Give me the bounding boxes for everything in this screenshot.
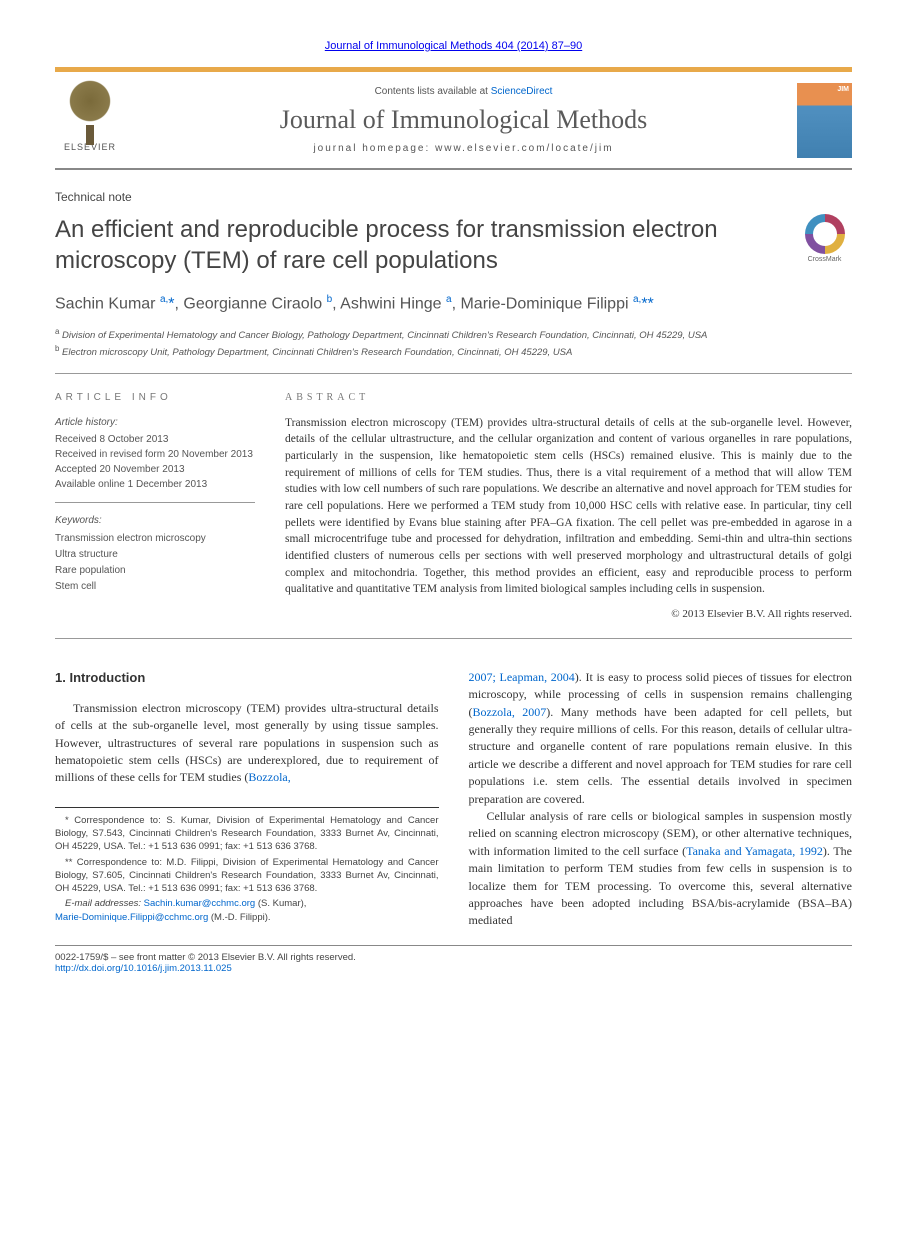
crossmark-label: CrossMark bbox=[797, 256, 852, 263]
title-row: An efficient and reproducible process fo… bbox=[55, 214, 852, 276]
intro-para-2: Cellular analysis of rare cells or biolo… bbox=[469, 808, 853, 930]
email-who-1: (S. Kumar), bbox=[255, 898, 306, 909]
journal-reference-link[interactable]: Journal of Immunological Methods 404 (20… bbox=[55, 40, 852, 52]
column-left: 1. Introduction Transmission electron mi… bbox=[55, 669, 439, 930]
citation-link[interactable]: Bozzola, bbox=[248, 770, 290, 784]
keyword: Ultra structure bbox=[55, 547, 255, 563]
doi-link[interactable]: http://dx.doi.org/10.1016/j.jim.2013.11.… bbox=[55, 963, 232, 974]
history-line: Accepted 20 November 2013 bbox=[55, 462, 255, 477]
contents-prefix: Contents lists available at bbox=[375, 86, 491, 97]
keywords-label: Keywords: bbox=[55, 513, 255, 529]
citation-link[interactable]: 2007; Leapman, 2004 bbox=[469, 670, 575, 684]
body-columns: 1. Introduction Transmission electron mi… bbox=[55, 669, 852, 930]
sciencedirect-link[interactable]: ScienceDirect bbox=[491, 86, 553, 97]
homepage-prefix: journal homepage: bbox=[313, 143, 435, 154]
page-container: Journal of Immunological Methods 404 (20… bbox=[0, 0, 907, 1014]
intro-para-1-cont: 2007; Leapman, 2004). It is easy to proc… bbox=[469, 669, 853, 808]
abstract-text: Transmission electron microscopy (TEM) p… bbox=[285, 415, 852, 598]
authors-list: Sachin Kumar a,*, Georgianne Ciraolo b, … bbox=[55, 294, 852, 313]
history-line: Received in revised form 20 November 201… bbox=[55, 447, 255, 462]
affiliations-block: a Division of Experimental Hematology an… bbox=[55, 326, 852, 374]
keywords-block: Keywords: Transmission electron microsco… bbox=[55, 513, 255, 595]
email-label: E-mail addresses: bbox=[65, 898, 141, 909]
email-line-2: Marie-Dominique.Filippi@cchmc.org (M.-D.… bbox=[55, 911, 439, 924]
affiliation-b: b Electron microscopy Unit, Pathology De… bbox=[55, 343, 852, 360]
elsevier-tree-icon bbox=[60, 80, 120, 140]
history-line: Available online 1 December 2013 bbox=[55, 477, 255, 492]
abstract-block: ABSTRACT Transmission electron microscop… bbox=[285, 392, 852, 620]
correspondence-1: * Correspondence to: S. Kumar, Division … bbox=[55, 814, 439, 854]
crossmark-badge[interactable]: CrossMark bbox=[797, 214, 852, 269]
header-center: Contents lists available at ScienceDirec… bbox=[140, 86, 787, 154]
crossmark-icon bbox=[805, 214, 845, 254]
page-footer: 0022-1759/$ – see front matter © 2013 El… bbox=[55, 945, 852, 974]
history-label: Article history: bbox=[55, 415, 255, 430]
abstract-heading: ABSTRACT bbox=[285, 392, 852, 403]
intro-heading: 1. Introduction bbox=[55, 669, 439, 688]
column-right: 2007; Leapman, 2004). It is easy to proc… bbox=[469, 669, 853, 930]
history-line: Received 8 October 2013 bbox=[55, 432, 255, 447]
article-info-sidebar: ARTICLE INFO Article history: Received 8… bbox=[55, 392, 255, 620]
email-link-2[interactable]: Marie-Dominique.Filippi@cchmc.org bbox=[55, 912, 208, 923]
article-history-block: Article history: Received 8 October 2013… bbox=[55, 415, 255, 503]
email-link-1[interactable]: Sachin.kumar@cchmc.org bbox=[144, 898, 256, 909]
journal-homepage-line: journal homepage: www.elsevier.com/locat… bbox=[140, 143, 787, 154]
intro-para-1: Transmission electron microscopy (TEM) p… bbox=[55, 700, 439, 787]
email-line: E-mail addresses: Sachin.kumar@cchmc.org… bbox=[55, 897, 439, 910]
journal-name: Journal of Immunological Methods bbox=[140, 105, 787, 135]
correspondence-2: ** Correspondence to: M.D. Filippi, Divi… bbox=[55, 856, 439, 896]
abstract-copyright: © 2013 Elsevier B.V. All rights reserved… bbox=[285, 608, 852, 620]
issn-copyright-line: 0022-1759/$ – see front matter © 2013 El… bbox=[55, 952, 852, 963]
elsevier-logo[interactable]: ELSEVIER bbox=[55, 80, 125, 160]
citation-link[interactable]: Tanaka and Yamagata, 1992 bbox=[686, 844, 823, 858]
keyword: Rare population bbox=[55, 563, 255, 579]
journal-header: ELSEVIER Contents lists available at Sci… bbox=[55, 67, 852, 170]
keyword: Transmission electron microscopy bbox=[55, 531, 255, 547]
correspondence-footnotes: * Correspondence to: S. Kumar, Division … bbox=[55, 807, 439, 924]
article-title: An efficient and reproducible process fo… bbox=[55, 214, 782, 276]
info-abstract-row: ARTICLE INFO Article history: Received 8… bbox=[55, 392, 852, 639]
journal-cover-thumbnail[interactable] bbox=[797, 83, 852, 158]
contents-available-line: Contents lists available at ScienceDirec… bbox=[140, 86, 787, 97]
article-type-label: Technical note bbox=[55, 190, 852, 204]
citation-link[interactable]: Bozzola, 2007 bbox=[473, 705, 547, 719]
affiliation-a: a Division of Experimental Hematology an… bbox=[55, 326, 852, 343]
article-info-heading: ARTICLE INFO bbox=[55, 392, 255, 403]
email-who-2: (M.-D. Filippi). bbox=[208, 912, 270, 923]
keyword: Stem cell bbox=[55, 579, 255, 595]
homepage-url: www.elsevier.com/locate/jim bbox=[435, 143, 613, 154]
